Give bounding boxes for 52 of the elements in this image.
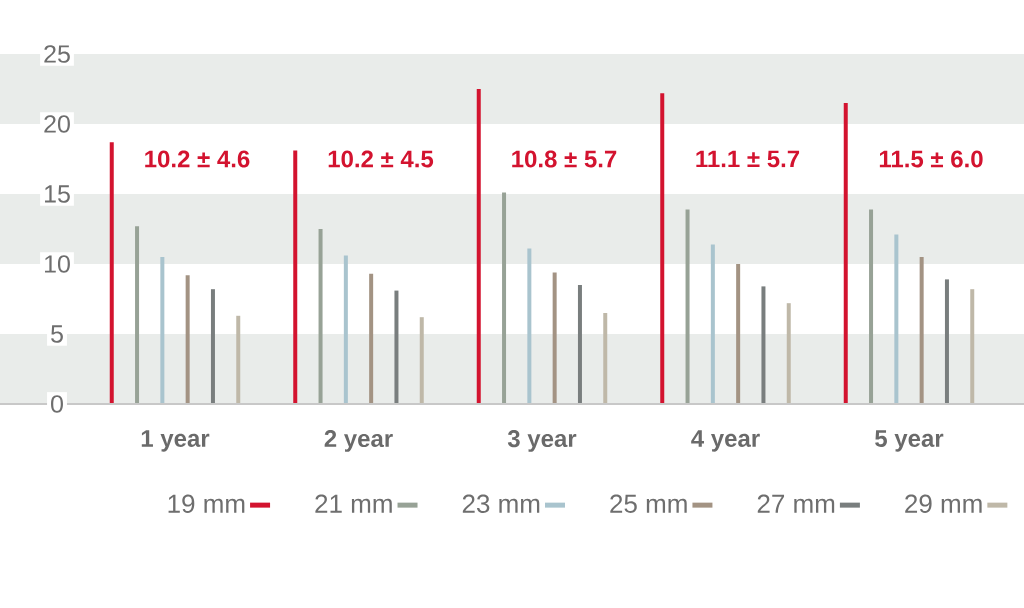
bar [577, 284, 582, 404]
bar [394, 290, 399, 404]
y-tick-label: 10 [45, 255, 70, 273]
bar [135, 226, 140, 404]
x-tick-label: 4 year [691, 430, 760, 452]
y-tick-label: 5 [51, 325, 63, 343]
y-tick-label: 0 [51, 395, 63, 413]
bar [236, 315, 241, 404]
bar [552, 272, 557, 404]
bar [476, 88, 481, 404]
legend-label: 25 mm [610, 494, 687, 513]
bar [710, 244, 715, 404]
bar [210, 289, 215, 404]
bar [603, 312, 608, 404]
bar [185, 275, 190, 404]
x-tick-label: 5 year [875, 430, 944, 452]
bar [293, 150, 298, 404]
bar [761, 286, 766, 404]
bar [786, 303, 791, 404]
bar [685, 209, 690, 404]
y-tick-label: 25 [44, 45, 70, 63]
legend-label: 21 mm [315, 494, 392, 513]
bar [109, 142, 114, 404]
annotation: 10.2 ± 4.6 [145, 150, 250, 168]
annotation: 11.5 ± 6.0 [879, 150, 983, 168]
bar [502, 192, 507, 404]
x-tick-label: 2 year [324, 430, 393, 452]
bar [869, 209, 874, 404]
bar [736, 263, 741, 404]
bar [660, 93, 665, 404]
legend-label: 29 mm [905, 494, 982, 513]
y-tick-label: 15 [45, 185, 70, 203]
bar [944, 279, 949, 404]
bar [527, 248, 532, 404]
bar [919, 256, 924, 404]
bar [369, 273, 374, 404]
annotation: 11.1 ± 5.7 [696, 150, 800, 168]
bar [343, 255, 348, 404]
bar [419, 317, 424, 404]
bar [318, 228, 323, 404]
annotation: 10.8 ± 5.7 [512, 150, 617, 168]
x-tick-label: 3 year [507, 430, 577, 452]
bar [160, 256, 165, 404]
legend-label: 27 mm [757, 494, 835, 513]
legend-label: 23 mm [462, 494, 540, 513]
legend-label: 19 mm [168, 494, 245, 513]
bar [970, 289, 975, 404]
bar [894, 234, 899, 404]
bar [843, 102, 848, 404]
x-tick-label: 1 year [141, 430, 210, 452]
y-tick-label: 20 [44, 115, 70, 133]
annotation: 10.2 ± 4.5 [328, 150, 434, 168]
